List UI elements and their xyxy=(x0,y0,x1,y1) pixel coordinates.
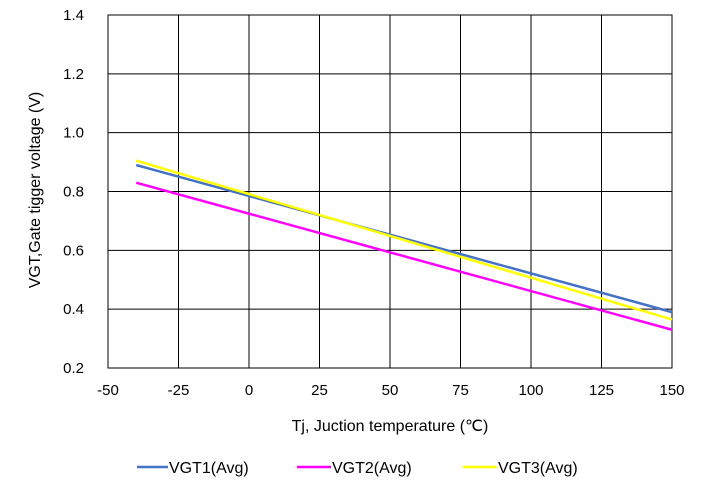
y-axis-label: VGT,Gate tigger voltage (V) xyxy=(27,92,44,289)
x-tick-label: -25 xyxy=(168,382,190,399)
y-tick-labels: 0.2 0.4 0.6 0.8 1.0 1.2 1.4 xyxy=(63,7,84,377)
y-tick-label: 1.0 xyxy=(63,125,84,142)
series-line-vgt1 xyxy=(135,163,673,314)
legend-item-vgt1: VGT1(Avg) xyxy=(137,460,249,477)
y-tick-label: 1.2 xyxy=(63,66,84,83)
y-tick-label: 0.6 xyxy=(63,242,84,259)
y-tick-label: 1.4 xyxy=(63,7,84,24)
series-line-vgt2 xyxy=(135,181,673,331)
series-line-vgt3 xyxy=(135,159,673,321)
legend-item-vgt2: VGT2(Avg) xyxy=(297,460,412,477)
series-lines xyxy=(135,159,673,331)
legend-label: VGT1(Avg) xyxy=(169,460,249,477)
x-tick-label: 0 xyxy=(245,382,253,399)
x-tick-label: -50 xyxy=(97,382,119,399)
y-tick-label: 0.8 xyxy=(63,184,84,201)
legend: VGT1(Avg) VGT2(Avg) VGT3(Avg) xyxy=(137,460,578,477)
x-axis-label: Tj, Juction temperature (℃) xyxy=(292,418,489,435)
x-tick-label: 150 xyxy=(659,382,684,399)
y-tick-label: 0.2 xyxy=(63,360,84,377)
legend-item-vgt3: VGT3(Avg) xyxy=(463,460,578,477)
x-tick-labels: -50 -25 0 25 50 75 100 125 150 xyxy=(97,382,684,399)
legend-label: VGT2(Avg) xyxy=(332,460,412,477)
x-tick-label: 100 xyxy=(518,382,543,399)
grid-horizontal xyxy=(108,14,672,369)
y-tick-label: 0.4 xyxy=(63,301,84,318)
legend-label: VGT3(Avg) xyxy=(498,460,578,477)
x-tick-label: 125 xyxy=(589,382,614,399)
x-tick-label: 75 xyxy=(452,382,469,399)
x-tick-label: 50 xyxy=(382,382,399,399)
x-tick-label: 25 xyxy=(311,382,328,399)
